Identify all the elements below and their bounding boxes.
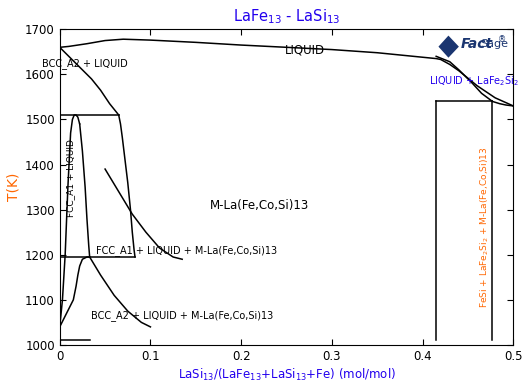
X-axis label: LaSi$_{13}$/(LaFe$_{13}$+LaSi$_{13}$+Fe) (mol/mol): LaSi$_{13}$/(LaFe$_{13}$+LaSi$_{13}$+Fe)… [178, 367, 395, 383]
Polygon shape [438, 35, 459, 58]
Text: M-La(Fe,Co,Si)13: M-La(Fe,Co,Si)13 [210, 199, 309, 212]
Text: Sage: Sage [481, 39, 509, 50]
Text: ®: ® [498, 35, 507, 44]
Text: LIQUID + LaFe$_2$Si$_2$: LIQUID + LaFe$_2$Si$_2$ [429, 74, 519, 88]
Text: BCC_A2 + LIQUID: BCC_A2 + LIQUID [42, 58, 128, 69]
Title: LaFe$_{13}$ - LaSi$_{13}$: LaFe$_{13}$ - LaSi$_{13}$ [233, 7, 340, 26]
Text: LIQUID: LIQUID [285, 43, 325, 56]
Text: BCC_A2 + LIQUID + M-La(Fe,Co,Si)13: BCC_A2 + LIQUID + M-La(Fe,Co,Si)13 [91, 310, 273, 321]
Y-axis label: T(K): T(K) [7, 173, 21, 201]
Text: Fact: Fact [461, 37, 493, 51]
Text: FCC_A1 + LIQUID + M-La(Fe,Co,Si)13: FCC_A1 + LIQUID + M-La(Fe,Co,Si)13 [96, 245, 277, 256]
Text: FeSi + LaFe$_2$Si$_2$ + M-La(Fe,Co,Si)13: FeSi + LaFe$_2$Si$_2$ + M-La(Fe,Co,Si)13 [478, 147, 490, 308]
Text: FCC_A1 + LIQUID: FCC_A1 + LIQUID [66, 139, 75, 217]
